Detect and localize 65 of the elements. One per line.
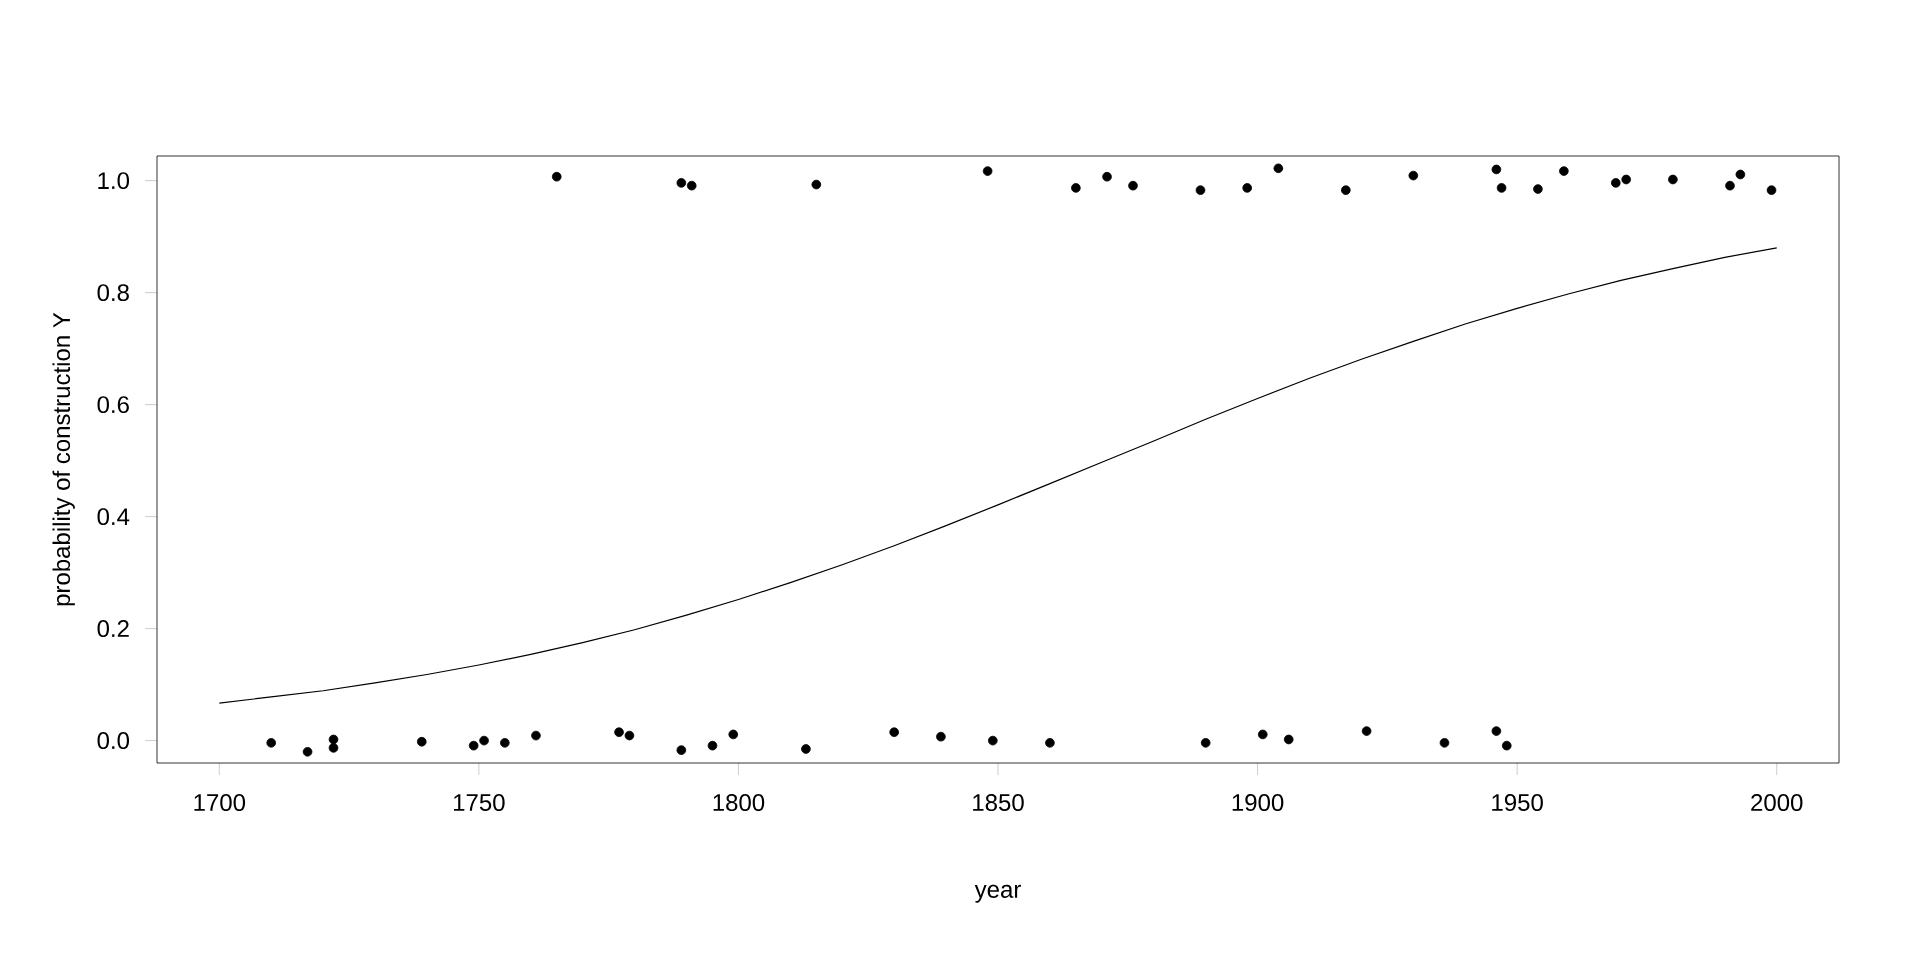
point (1242, 183, 1252, 193)
point (1621, 174, 1631, 185)
point (889, 727, 899, 738)
point (728, 729, 739, 740)
point (936, 731, 946, 742)
point (1102, 171, 1112, 182)
point (479, 735, 489, 746)
line-series (218, 247, 1778, 704)
point (1491, 726, 1502, 736)
point (614, 727, 624, 738)
x-tick-label: 1900 (1232, 794, 1284, 812)
point (328, 734, 339, 745)
point (1361, 726, 1372, 736)
point (468, 740, 479, 751)
y-axis-title: probability of construction Y (52, 312, 75, 606)
point (624, 730, 635, 741)
point (1195, 185, 1206, 195)
point (416, 736, 427, 747)
x-tick-label: 1950 (1492, 794, 1543, 812)
point (1200, 738, 1211, 748)
point (1668, 174, 1678, 185)
point (1735, 169, 1746, 180)
y-tick-label: 0.8 (97, 284, 129, 302)
y-tick-label: 0.4 (97, 508, 130, 526)
x-axis-title: year (974, 884, 1021, 903)
point (1045, 738, 1055, 748)
x-tick-label: 2000 (1751, 794, 1803, 812)
point (1273, 163, 1284, 174)
point (686, 180, 697, 191)
point (1496, 183, 1507, 193)
point (1610, 178, 1621, 188)
point (1257, 729, 1268, 740)
point (801, 744, 811, 754)
x-tick-label: 1700 (194, 794, 246, 812)
point (982, 166, 993, 176)
y-tick-label: 0.6 (97, 396, 129, 414)
point (676, 745, 687, 755)
point (1766, 185, 1777, 195)
y-tick-label: 0.2 (97, 620, 129, 638)
point (1559, 166, 1569, 176)
x-tick-label: 1750 (454, 794, 505, 812)
point (1725, 180, 1735, 191)
point (707, 740, 718, 751)
point (1408, 170, 1419, 181)
point (1439, 738, 1450, 748)
point (302, 747, 313, 757)
point (328, 743, 339, 753)
point (988, 735, 998, 746)
point (811, 179, 822, 190)
point (551, 171, 562, 182)
x-tick-label: 1800 (713, 794, 765, 812)
point (1128, 180, 1138, 191)
point (1341, 185, 1351, 195)
y-tick-label: 0.0 (97, 732, 130, 750)
x-tick-label: 1850 (973, 794, 1024, 812)
point (266, 738, 277, 748)
y-tick-label: 1.0 (98, 172, 130, 190)
point (1071, 183, 1081, 193)
point (1533, 184, 1543, 194)
point (1501, 740, 1512, 751)
point (500, 738, 510, 748)
point (1283, 734, 1294, 745)
point (676, 178, 687, 188)
point (1491, 164, 1502, 175)
point (531, 730, 541, 741)
